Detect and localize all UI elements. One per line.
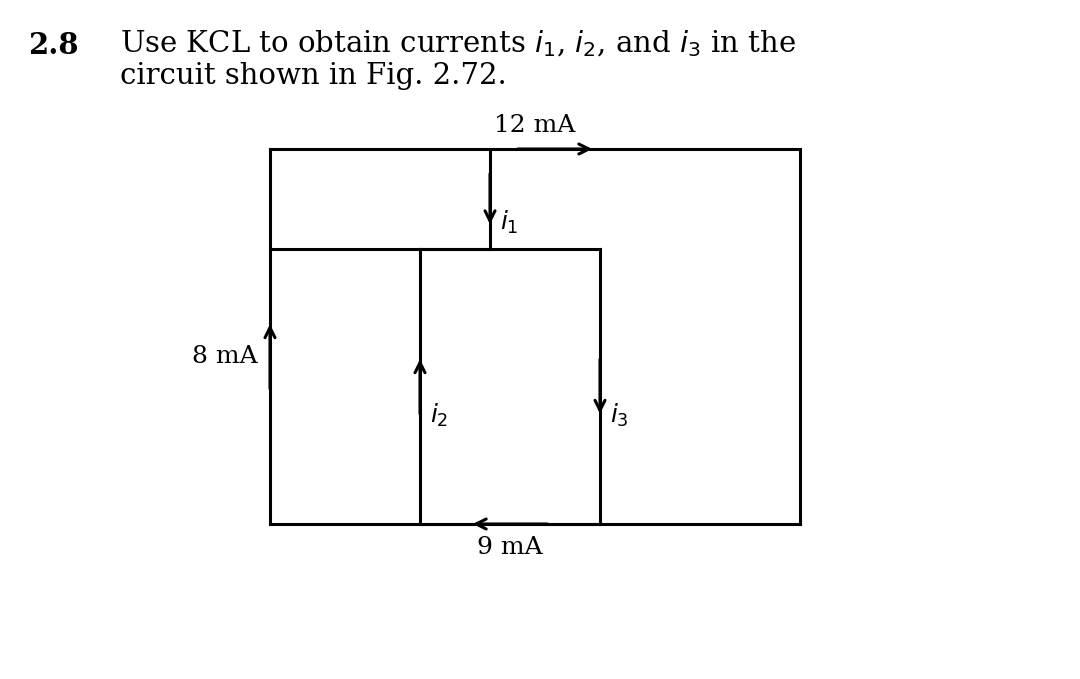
Text: 9 mA: 9 mA: [477, 536, 543, 559]
Text: $i_2$: $i_2$: [430, 401, 448, 428]
Text: $i_1$: $i_1$: [500, 209, 518, 236]
Text: circuit shown in Fig. 2.72.: circuit shown in Fig. 2.72.: [120, 62, 507, 90]
Text: 8 mA: 8 mA: [192, 345, 258, 368]
Text: 12 mA: 12 mA: [495, 114, 576, 137]
Text: $i_3$: $i_3$: [610, 401, 629, 428]
Text: Use KCL to obtain currents $i_1$, $i_2$, and $i_3$ in the: Use KCL to obtain currents $i_1$, $i_2$,…: [120, 28, 796, 58]
Text: 2.8: 2.8: [28, 31, 79, 60]
